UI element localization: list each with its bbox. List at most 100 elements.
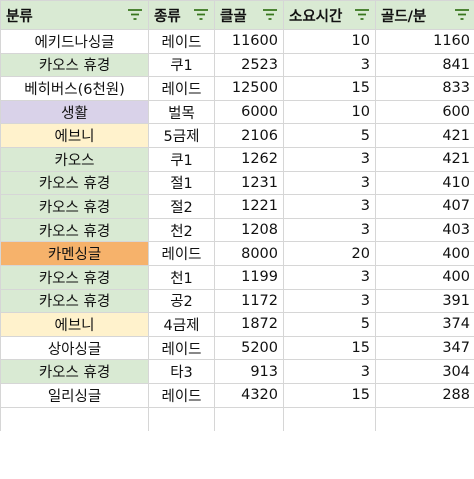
time-cell[interactable]: 10 bbox=[283, 29, 376, 54]
header-gold-per-minute[interactable]: 골드/분 bbox=[375, 0, 474, 30]
filter-icon[interactable] bbox=[455, 9, 469, 21]
time-cell[interactable]: 5 bbox=[283, 123, 376, 148]
type-cell[interactable]: 쿠1 bbox=[148, 52, 215, 78]
type-cell[interactable]: 레이드 bbox=[148, 241, 215, 266]
time-cell[interactable]: 15 bbox=[283, 76, 376, 101]
gold-cell[interactable]: 1262 bbox=[214, 146, 284, 172]
type-cell[interactable]: 절2 bbox=[148, 194, 215, 219]
gold-per-minute-cell[interactable]: 288 bbox=[375, 382, 474, 408]
gold-cell[interactable] bbox=[214, 406, 284, 431]
type-cell[interactable]: 천1 bbox=[148, 264, 215, 290]
time-cell[interactable]: 3 bbox=[283, 170, 376, 196]
type-cell[interactable]: 4금제 bbox=[148, 312, 215, 337]
type-cell[interactable]: 공2 bbox=[148, 288, 215, 314]
category-cell[interactable]: 베히버스(6천원) bbox=[0, 76, 149, 101]
gold-per-minute-cell[interactable]: 400 bbox=[375, 264, 474, 290]
gold-cell[interactable]: 1872 bbox=[214, 312, 284, 337]
table-row: 카오스 휴경 절2 1221 3 407 bbox=[0, 194, 474, 219]
type-cell[interactable]: 레이드 bbox=[148, 335, 215, 361]
gold-per-minute-cell[interactable]: 400 bbox=[375, 241, 474, 266]
header-label: 골드/분 bbox=[381, 8, 427, 25]
category-cell[interactable]: 에브니 bbox=[0, 123, 149, 148]
gold-per-minute-cell[interactable]: 374 bbox=[375, 312, 474, 337]
gold-cell[interactable]: 2106 bbox=[214, 123, 284, 148]
gold-cell[interactable]: 12500 bbox=[214, 76, 284, 101]
time-cell[interactable]: 10 bbox=[283, 99, 376, 125]
time-cell[interactable]: 3 bbox=[283, 146, 376, 172]
category-cell[interactable]: 에브니 bbox=[0, 312, 149, 337]
gold-cell[interactable]: 2523 bbox=[214, 52, 284, 78]
time-cell[interactable]: 5 bbox=[283, 312, 376, 337]
header-time[interactable]: 소요시간 bbox=[283, 0, 376, 30]
gold-per-minute-cell[interactable]: 1160 bbox=[375, 29, 474, 54]
gold-per-minute-cell[interactable] bbox=[375, 406, 474, 431]
gold-cell[interactable]: 1221 bbox=[214, 194, 284, 219]
gold-cell[interactable]: 1172 bbox=[214, 288, 284, 314]
gold-cell[interactable]: 1208 bbox=[214, 217, 284, 243]
type-cell[interactable]: 레이드 bbox=[148, 29, 215, 54]
gold-per-minute-cell[interactable]: 407 bbox=[375, 194, 474, 219]
type-cell[interactable]: 쿠1 bbox=[148, 146, 215, 172]
gold-per-minute-cell[interactable]: 841 bbox=[375, 52, 474, 78]
type-cell[interactable]: 절1 bbox=[148, 170, 215, 196]
category-cell[interactable]: 카멘싱글 bbox=[0, 241, 149, 266]
category-cell[interactable]: 에키드나싱글 bbox=[0, 29, 149, 54]
time-cell[interactable]: 3 bbox=[283, 217, 376, 243]
gold-cell[interactable]: 1231 bbox=[214, 170, 284, 196]
time-cell[interactable]: 3 bbox=[283, 194, 376, 219]
time-cell[interactable]: 15 bbox=[283, 382, 376, 408]
gold-cell[interactable]: 11600 bbox=[214, 29, 284, 54]
gold-cell[interactable]: 6000 bbox=[214, 99, 284, 125]
gold-per-minute-cell[interactable]: 403 bbox=[375, 217, 474, 243]
gold-per-minute-cell[interactable]: 833 bbox=[375, 76, 474, 101]
table-row: 카오스 휴경 천2 1208 3 403 bbox=[0, 217, 474, 243]
type-cell[interactable]: 천2 bbox=[148, 217, 215, 243]
category-cell[interactable]: 카오스 휴경 bbox=[0, 194, 149, 219]
type-cell[interactable] bbox=[148, 406, 215, 431]
gold-cell[interactable]: 4320 bbox=[214, 382, 284, 408]
header-type[interactable]: 종류 bbox=[148, 0, 215, 30]
gold-per-minute-cell[interactable]: 391 bbox=[375, 288, 474, 314]
category-cell[interactable]: 카오스 휴경 bbox=[0, 288, 149, 314]
category-cell[interactable]: 카오스 휴경 bbox=[0, 170, 149, 196]
gold-per-minute-cell[interactable]: 410 bbox=[375, 170, 474, 196]
time-cell[interactable]: 3 bbox=[283, 52, 376, 78]
type-cell[interactable]: 레이드 bbox=[148, 76, 215, 101]
category-cell[interactable]: 카오스 휴경 bbox=[0, 217, 149, 243]
gold-per-minute-cell[interactable]: 421 bbox=[375, 123, 474, 148]
time-cell[interactable]: 20 bbox=[283, 241, 376, 266]
time-cell[interactable] bbox=[283, 406, 376, 431]
header-category[interactable]: 분류 bbox=[0, 0, 149, 30]
gold-per-minute-cell[interactable]: 304 bbox=[375, 359, 474, 384]
gold-cell[interactable]: 913 bbox=[214, 359, 284, 384]
category-cell[interactable]: 상아싱글 bbox=[0, 335, 149, 361]
gold-per-minute-cell[interactable]: 421 bbox=[375, 146, 474, 172]
filter-icon[interactable] bbox=[194, 9, 208, 21]
category-cell[interactable]: 카오스 휴경 bbox=[0, 359, 149, 384]
header-gold[interactable]: 클골 bbox=[214, 0, 284, 30]
type-cell[interactable]: 레이드 bbox=[148, 382, 215, 408]
gold-cell[interactable]: 5200 bbox=[214, 335, 284, 361]
filter-icon[interactable] bbox=[128, 9, 142, 21]
gold-cell[interactable]: 8000 bbox=[214, 241, 284, 266]
category-cell[interactable]: 카오스 휴경 bbox=[0, 52, 149, 78]
category-cell[interactable]: 생활 bbox=[0, 99, 149, 125]
filter-icon[interactable] bbox=[355, 9, 369, 21]
time-cell[interactable]: 3 bbox=[283, 359, 376, 384]
category-cell[interactable] bbox=[0, 406, 149, 431]
time-cell[interactable]: 15 bbox=[283, 335, 376, 361]
time-cell[interactable]: 3 bbox=[283, 288, 376, 314]
gold-per-minute-cell[interactable]: 600 bbox=[375, 99, 474, 125]
gold-cell[interactable]: 1199 bbox=[214, 264, 284, 290]
filter-icon[interactable] bbox=[263, 9, 277, 21]
category-cell[interactable]: 카오스 bbox=[0, 146, 149, 172]
type-cell[interactable]: 벌목 bbox=[148, 99, 215, 125]
category-cell[interactable]: 카오스 휴경 bbox=[0, 264, 149, 290]
gold-per-minute-cell[interactable]: 347 bbox=[375, 335, 474, 361]
time-cell[interactable]: 3 bbox=[283, 264, 376, 290]
category-cell[interactable]: 일리싱글 bbox=[0, 382, 149, 408]
type-cell[interactable]: 타3 bbox=[148, 359, 215, 384]
type-cell[interactable]: 5금제 bbox=[148, 123, 215, 148]
table-row: 생활 벌목 6000 10 600 bbox=[0, 99, 474, 125]
